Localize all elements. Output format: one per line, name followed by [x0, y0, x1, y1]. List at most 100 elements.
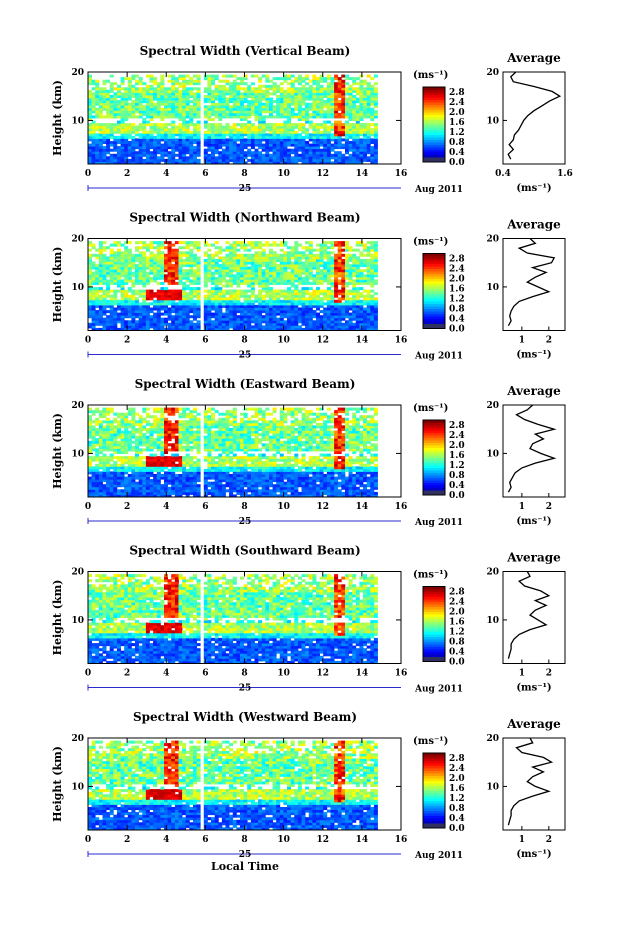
- heatmap-cell: [149, 292, 154, 296]
- heatmap-cell: [240, 118, 244, 121]
- heatmap-cell: [203, 322, 208, 326]
- heatmap-cell: [117, 289, 121, 293]
- heatmap-cell: [113, 143, 118, 147]
- heatmap-cell: [229, 253, 234, 257]
- heatmap-cell: [283, 97, 288, 101]
- heatmap-cell: [127, 312, 132, 316]
- heatmap-cell: [138, 264, 143, 268]
- heatmap-cell: [221, 102, 226, 106]
- heatmap-cell: [98, 141, 103, 144]
- heatmap-cell: [312, 292, 317, 296]
- heatmap-cell: [312, 297, 317, 301]
- heatmap-cell: [305, 287, 310, 291]
- heatmap-cell: [149, 125, 154, 129]
- heatmap-cell: [279, 310, 284, 314]
- heatmap-cell: [254, 281, 259, 285]
- heatmap-cell: [153, 146, 158, 150]
- heatmap-cell: [196, 105, 201, 109]
- x-tick-label: 16: [395, 169, 408, 179]
- heatmap-cell: [316, 248, 320, 252]
- heatmap-cell: [91, 128, 96, 132]
- heatmap-cell: [189, 279, 194, 283]
- heatmap-cell: [156, 297, 161, 301]
- heatmap-cell: [352, 100, 357, 104]
- heatmap-cell: [214, 312, 219, 316]
- heatmap-cell: [366, 248, 371, 252]
- heatmap-cell: [182, 143, 187, 147]
- heatmap-cell: [323, 89, 328, 93]
- heatmap-cell: [156, 261, 161, 265]
- colorbar-segment: [423, 154, 445, 158]
- heatmap-cell: [207, 105, 212, 109]
- heatmap-cell: [182, 92, 187, 96]
- heatmap-cell: [316, 133, 320, 137]
- heatmap-cell: [225, 320, 230, 324]
- heatmap-cell: [196, 256, 201, 260]
- heatmap-cell: [156, 95, 161, 98]
- heatmap-cell: [211, 156, 215, 160]
- heatmap-cell: [164, 274, 168, 278]
- heatmap-cell: [127, 325, 132, 329]
- heatmap-cell: [316, 87, 320, 91]
- heatmap-cell: [164, 246, 168, 250]
- heatmap-cell: [113, 266, 118, 270]
- heatmap-cell: [261, 287, 266, 291]
- heatmap-cell: [261, 135, 266, 139]
- heatmap-cell: [373, 138, 378, 142]
- heatmap-cell: [341, 271, 346, 275]
- heatmap-cell: [164, 320, 168, 324]
- heatmap-cell: [316, 158, 320, 162]
- heatmap-cell: [88, 287, 92, 291]
- heatmap-cell: [138, 100, 143, 104]
- heatmap-cell: [127, 253, 132, 257]
- heatmap-cell: [232, 138, 237, 142]
- heatmap-cell: [124, 269, 129, 273]
- heatmap-cell: [193, 92, 197, 96]
- heatmap-cell: [221, 89, 226, 93]
- average-x-label: (ms⁻¹): [516, 183, 551, 194]
- heatmap-cell: [203, 107, 208, 111]
- heatmap-cell: [91, 243, 96, 247]
- heatmap-cell: [120, 256, 125, 260]
- colorbar-segment: [423, 112, 445, 115]
- heatmap-cell: [145, 281, 150, 285]
- heatmap-cell: [95, 279, 100, 283]
- heatmap-cell: [294, 123, 299, 127]
- heatmap-cell: [167, 289, 172, 293]
- heatmap-cell: [229, 274, 234, 278]
- heatmap-cell: [174, 79, 179, 83]
- heatmap-cell: [352, 146, 357, 150]
- heatmap-cell: [326, 146, 331, 150]
- heatmap-cell: [294, 248, 299, 252]
- heatmap-cell: [167, 279, 172, 283]
- heatmap-cell: [269, 143, 273, 147]
- heatmap-cell: [272, 315, 277, 319]
- heatmap-cell: [174, 110, 179, 114]
- heatmap-cell: [149, 128, 154, 132]
- heatmap-cell: [250, 82, 255, 86]
- heatmap-cell: [196, 264, 201, 268]
- heatmap-cell: [254, 269, 259, 273]
- heatmap-cell: [174, 153, 179, 157]
- heatmap-cell: [272, 84, 277, 88]
- heatmap-cell: [363, 138, 367, 142]
- heatmap-cell: [102, 87, 107, 91]
- heatmap-cell: [193, 74, 197, 78]
- heatmap-cell: [218, 312, 223, 316]
- heatmap-cell: [193, 281, 197, 285]
- panel-1: Spectral Width (Vertical Beam)1020Height…: [51, 44, 573, 195]
- heatmap-cell: [203, 279, 208, 283]
- heatmap-cell: [95, 474, 100, 477]
- heatmap-cell: [279, 107, 284, 111]
- heatmap-cell: [240, 158, 244, 162]
- heatmap-cell: [250, 128, 255, 132]
- heatmap-cell: [236, 269, 241, 273]
- heatmap-cell: [297, 258, 302, 262]
- heatmap-cell: [171, 123, 176, 127]
- heatmap-cell: [102, 463, 107, 467]
- heatmap-cell: [279, 92, 284, 96]
- heatmap-cell: [319, 156, 324, 160]
- heatmap-cell: [149, 261, 154, 265]
- heatmap-cell: [214, 266, 219, 270]
- heatmap-cell: [308, 133, 313, 137]
